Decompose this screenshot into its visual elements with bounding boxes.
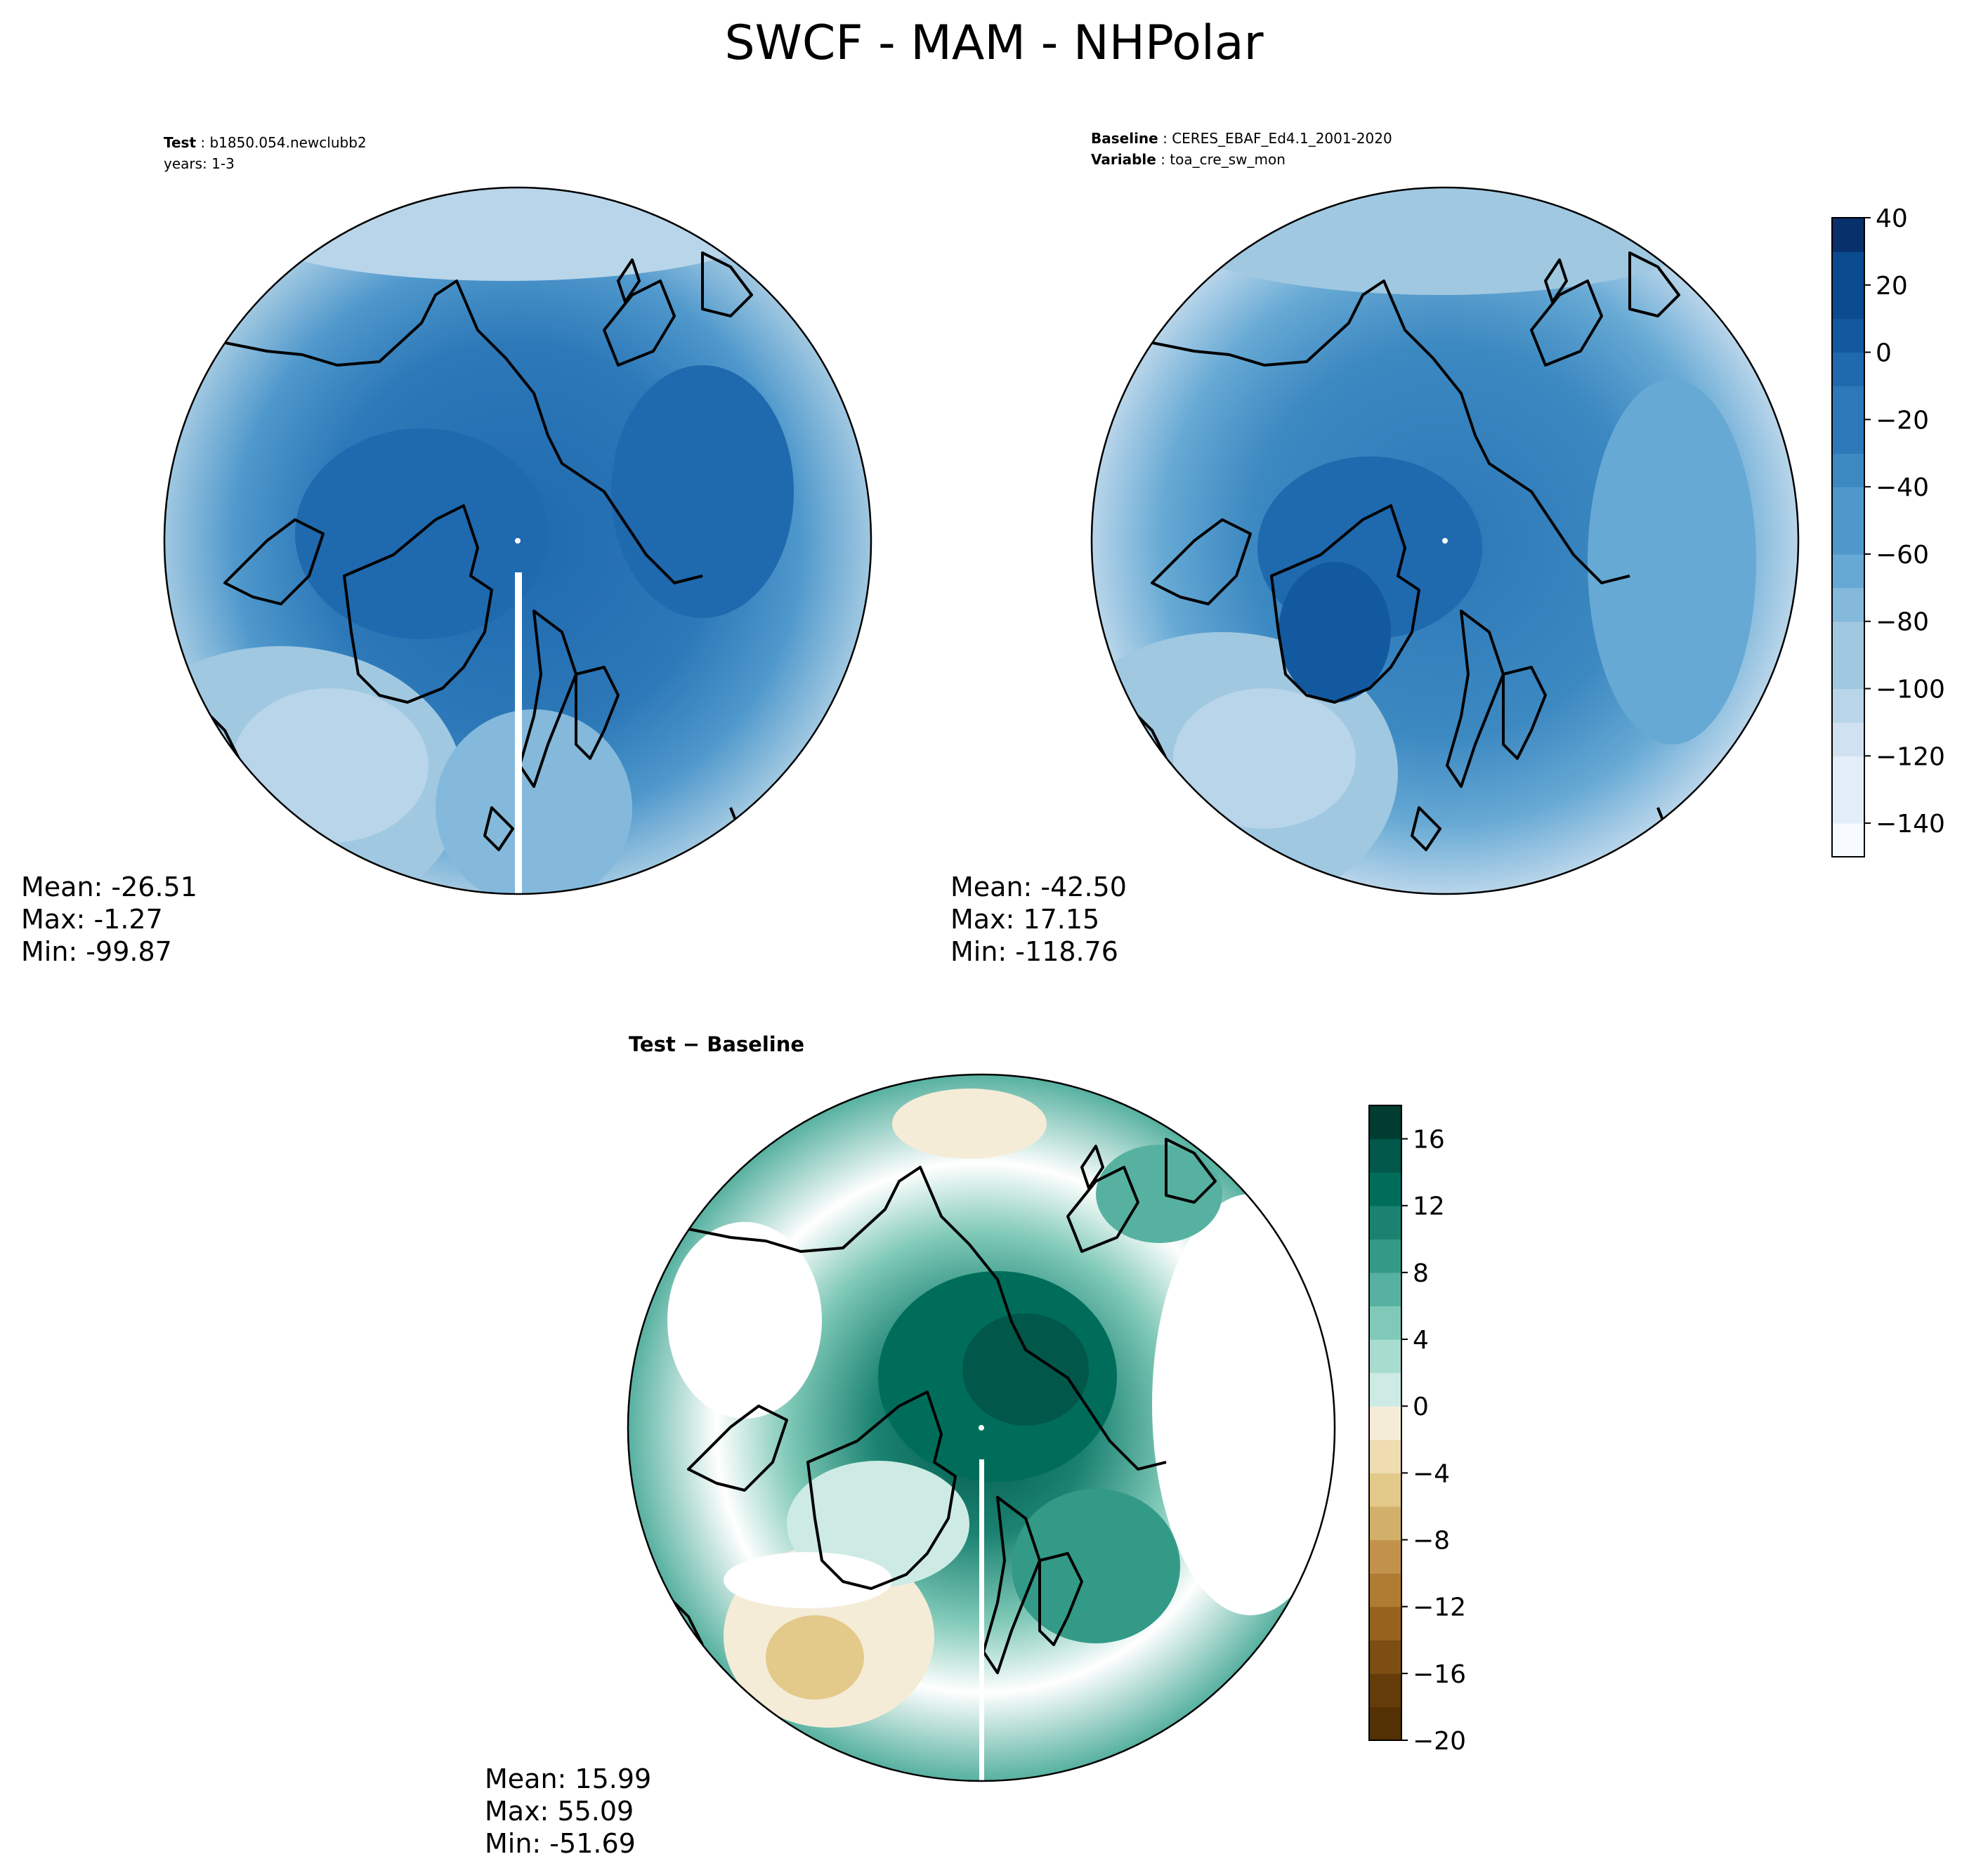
baseline-coastlines (1095, 251, 1687, 865)
main-colorbar-tick-label: −40 (1876, 473, 1929, 502)
main-colorbar-swatch (1832, 789, 1864, 824)
main-colorbar-swatch (1832, 284, 1864, 320)
diff-colorbar-swatch (1369, 1506, 1401, 1541)
diff-colorbar-tick-label: −20 (1413, 1727, 1466, 1756)
diff-colorbar-swatch (1369, 1539, 1401, 1574)
main-colorbar-swatch (1832, 756, 1864, 790)
baseline-map-border (1090, 186, 1800, 895)
diff-colorbar-border (1368, 1105, 1402, 1741)
main-colorbar-swatch (1832, 419, 1864, 454)
main-colorbar-swatch (1832, 386, 1864, 420)
main-colorbar-swatch (1832, 487, 1864, 521)
main-colorbar-tick-label: −20 (1876, 406, 1929, 435)
diff-colorbar: 16 12 8 4 0 −4 −8 −12 −16 −20 (1368, 1105, 1466, 1756)
test-label-value: b1850.054.newclubb2 (209, 134, 367, 151)
diff-colorbar-tick-label: 8 (1413, 1259, 1429, 1288)
main-colorbar-swatch (1832, 621, 1864, 656)
diff-max: Max: 55.09 (485, 1796, 634, 1827)
diff-field-patches (667, 1089, 1335, 1728)
diff-colorbar-swatch (1369, 1573, 1401, 1608)
main-colorbar-tick-label: 40 (1876, 204, 1908, 233)
baseline-label-key: Baseline (1091, 130, 1158, 147)
diff-colorbar-swatch (1369, 1105, 1401, 1140)
diff-colorbar-tick-label: 16 (1413, 1126, 1445, 1155)
main-colorbar-swatch (1832, 453, 1864, 487)
diff-colorbar-swatch (1369, 1640, 1401, 1674)
main-colorbar-tick-label: 20 (1876, 272, 1908, 301)
diff-seam (979, 1459, 984, 1782)
diff-colorbar-swatch (1369, 1406, 1401, 1440)
diff-colorbar-tick-label: 0 (1413, 1393, 1429, 1421)
diff-pole-marker (979, 1425, 984, 1431)
main-colorbar-swatch (1832, 520, 1864, 555)
diff-colorbar-swatch (1369, 1372, 1401, 1407)
main-colorbar-tick-label: −60 (1876, 541, 1929, 570)
diff-stats: Mean: 15.99 Max: 55.09 Min: -51.69 (485, 1763, 651, 1860)
diff-colorbar-swatch (1369, 1673, 1401, 1708)
baseline-stats: Mean: -42.50 Max: 17.15 Min: -118.76 (950, 871, 1127, 968)
diff-colorbar-tick-label: 12 (1413, 1192, 1445, 1221)
main-colorbar-swatch (1832, 587, 1864, 622)
test-min: Min: -99.87 (21, 936, 172, 967)
baseline-map (1090, 186, 1800, 895)
diff-colorbar-tick-label: −4 (1413, 1459, 1450, 1488)
test-seam (515, 572, 522, 895)
diff-colorbar-swatch (1369, 1272, 1401, 1307)
test-label-key: Test (164, 134, 197, 151)
main-colorbar-border (1831, 217, 1865, 857)
diff-colorbar-swatch (1369, 1239, 1401, 1273)
main-colorbar: 40 20 0 −20 −40 −60 −80 −100 −120 −140 (1831, 204, 1945, 857)
main-colorbar-swatch (1832, 218, 1864, 252)
main-colorbar-swatch (1832, 318, 1864, 353)
main-colorbar-swatch (1832, 251, 1864, 286)
diff-min: Min: -51.69 (485, 1828, 636, 1859)
baseline-label-value: CERES_EBAF_Ed4.1_2001-2020 (1172, 130, 1392, 147)
diff-colorbar-tick-label: −16 (1413, 1660, 1466, 1689)
figure-title: SWCF - MAM - NHPolar (724, 15, 1264, 71)
diff-mean: Mean: 15.99 (485, 1763, 652, 1794)
baseline-label: Baseline : CERES_EBAF_Ed4.1_2001-2020 Va… (1091, 130, 1392, 168)
diff-colorbar-swatch (1369, 1439, 1401, 1473)
main-colorbar-swatch (1832, 352, 1864, 387)
main-colorbar-swatch (1832, 688, 1864, 723)
diff-colorbar-swatch (1369, 1172, 1401, 1207)
test-label: Test : b1850.054.newclubb2 years: 1-3 (164, 132, 367, 174)
diff-map-border (627, 1073, 1336, 1782)
variable-label-key: Variable (1091, 151, 1156, 168)
main-colorbar-swatch (1832, 655, 1864, 690)
diff-colorbar-swatch (1369, 1473, 1401, 1507)
main-colorbar-tick-label: 0 (1876, 339, 1892, 368)
test-mean: Mean: -26.51 (21, 872, 197, 902)
main-colorbar-swatch (1832, 823, 1864, 857)
diff-colorbar-swatch (1369, 1205, 1401, 1240)
main-colorbar-tick-label: −80 (1876, 608, 1929, 637)
test-years: years: 1-3 (164, 155, 235, 172)
diff-colorbar-tick-label: 4 (1413, 1326, 1429, 1355)
baseline-max: Max: 17.15 (950, 904, 1100, 935)
main-colorbar-tick-label: −140 (1876, 810, 1945, 839)
diff-colorbar-tick-label: −8 (1413, 1527, 1450, 1556)
test-max: Max: -1.27 (21, 904, 163, 935)
baseline-mean: Mean: -42.50 (950, 872, 1127, 902)
diff-map (627, 1073, 1336, 1782)
baseline-min: Min: -118.76 (950, 936, 1118, 967)
main-colorbar-tick-label: −120 (1876, 742, 1945, 771)
diff-colorbar-tick-label: −12 (1413, 1593, 1466, 1622)
baseline-pole-marker (1442, 538, 1448, 544)
test-map-border (163, 186, 872, 895)
diff-title: Test − Baseline (629, 1032, 805, 1056)
test-pole-marker (515, 538, 521, 544)
main-colorbar-swatch (1832, 722, 1864, 756)
variable-label-value: toa_cre_sw_mon (1170, 151, 1286, 168)
diff-colorbar-swatch (1369, 1339, 1401, 1374)
test-stats: Mean: -26.51 Max: -1.27 Min: -99.87 (21, 871, 197, 968)
diff-colorbar-swatch (1369, 1306, 1401, 1340)
diff-colorbar-swatch (1369, 1707, 1401, 1741)
main-colorbar-tick-label: −100 (1876, 676, 1945, 704)
test-map (163, 186, 872, 895)
diff-colorbar-swatch (1369, 1606, 1401, 1641)
main-colorbar-swatch (1832, 553, 1864, 589)
diff-colorbar-swatch (1369, 1138, 1401, 1173)
